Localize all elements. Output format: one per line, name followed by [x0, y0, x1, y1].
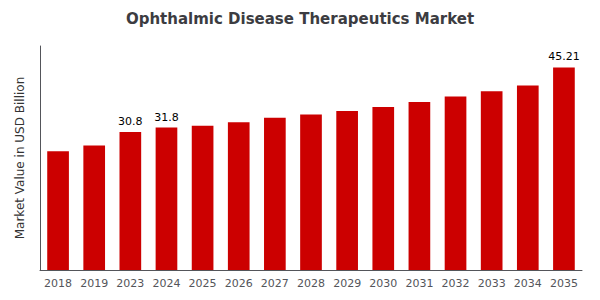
svg-text:2019: 2019 — [80, 277, 108, 290]
svg-text:2030: 2030 — [369, 277, 397, 290]
svg-text:2026: 2026 — [225, 277, 253, 290]
svg-text:2025: 2025 — [189, 277, 217, 290]
svg-text:Ophthalmic Disease Therapeutic: Ophthalmic Disease Therapeutics Market — [126, 10, 474, 28]
svg-text:30.8: 30.8 — [118, 115, 143, 128]
svg-text:2035: 2035 — [550, 277, 578, 290]
svg-text:2018: 2018 — [44, 277, 72, 290]
svg-text:2034: 2034 — [514, 277, 542, 290]
svg-text:2033: 2033 — [478, 277, 506, 290]
svg-text:2032: 2032 — [442, 277, 470, 290]
svg-text:31.8: 31.8 — [154, 111, 179, 124]
svg-text:2028: 2028 — [297, 277, 325, 290]
svg-text:Market Value in USD Billion: Market Value in USD Billion — [13, 77, 27, 240]
svg-text:2024: 2024 — [152, 277, 180, 290]
svg-text:2027: 2027 — [261, 277, 289, 290]
svg-text:2029: 2029 — [333, 277, 361, 290]
svg-text:2023: 2023 — [116, 277, 144, 290]
svg-text:45.21: 45.21 — [548, 50, 580, 63]
svg-text:2031: 2031 — [405, 277, 433, 290]
